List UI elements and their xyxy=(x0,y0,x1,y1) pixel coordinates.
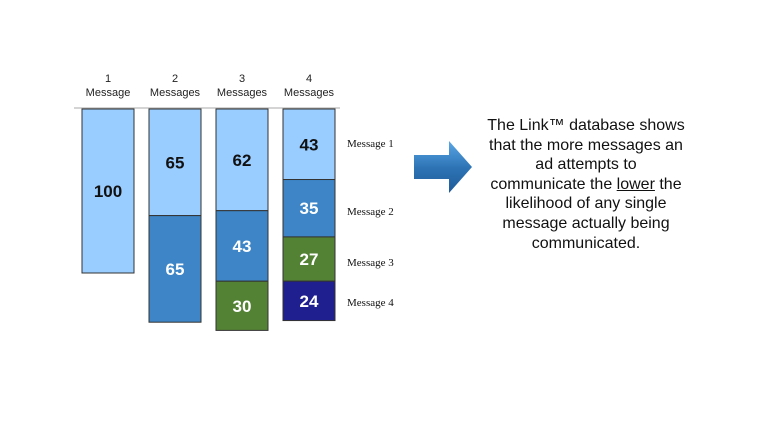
bar-segment-col4-msg3 xyxy=(282,236,336,282)
data-label-col4-msg3: 27 xyxy=(300,250,319,269)
bar-segment-col3-msg2 xyxy=(215,210,269,282)
summary-text-underlined: lower xyxy=(616,175,655,193)
bar-segment-col2-msg2 xyxy=(148,215,202,323)
column-label-1-line-1: 1 xyxy=(105,73,111,85)
column-label-1-line-2: Message xyxy=(86,87,131,99)
summary-text-after: the likelihood of any single message act… xyxy=(502,175,682,252)
summary-text: The Link™ database shows that the more m… xyxy=(486,116,686,253)
data-label-col3-msg3: 30 xyxy=(233,297,252,316)
stacked-bar-chart: 1 Message 2 Messages 3 Messages 4 Messages 100 6… xyxy=(74,73,394,331)
data-label-col2-msg1: 65 xyxy=(166,153,185,172)
right-arrow-icon xyxy=(414,141,472,193)
bars: 100 65 65 62 43 30 43 35 27 24 xyxy=(81,108,336,331)
bar-segment-col3-msg1 xyxy=(215,108,269,212)
bar-segment-col2-msg1 xyxy=(148,108,202,217)
column-label-3-line-1: 3 xyxy=(239,73,245,85)
column-label-4-line-2: Messages xyxy=(284,87,335,99)
data-label-col3-msg2: 43 xyxy=(233,237,252,256)
data-label-col4-msg2: 35 xyxy=(300,199,319,218)
data-label-col3-msg1: 62 xyxy=(233,151,252,170)
data-label-col4-msg4: 24 xyxy=(300,292,319,311)
summary-text-before: The Link™ database shows that the more m… xyxy=(487,117,685,193)
column-labels: 1 Message 2 Messages 3 Messages 4 Messages xyxy=(86,73,335,99)
legend-label-message-1: Message 1 xyxy=(347,138,394,150)
bar-segment-col4-msg2 xyxy=(282,179,336,238)
legend-labels: Message 1 Message 2 Message 3 Message 4 xyxy=(347,138,394,309)
column-label-2-line-2: Messages xyxy=(150,87,201,99)
bar-segment-col3-msg3 xyxy=(215,280,269,331)
data-label-col1-msg1: 100 xyxy=(94,182,122,201)
legend-label-message-3: Message 3 xyxy=(347,257,394,269)
column-label-4-line-1: 4 xyxy=(306,73,312,85)
bar-segment-col1-msg1 xyxy=(81,108,135,274)
data-label-col4-msg1: 43 xyxy=(300,135,319,154)
bar-segment-col4-msg1 xyxy=(282,108,336,181)
column-label-3-line-2: Messages xyxy=(217,87,268,99)
legend-label-message-2: Message 2 xyxy=(347,206,394,218)
legend-label-message-4: Message 4 xyxy=(347,297,394,309)
data-label-col2-msg2: 65 xyxy=(166,260,185,279)
column-label-2-line-1: 2 xyxy=(172,73,178,85)
bar-segment-col4-msg4 xyxy=(282,280,336,322)
